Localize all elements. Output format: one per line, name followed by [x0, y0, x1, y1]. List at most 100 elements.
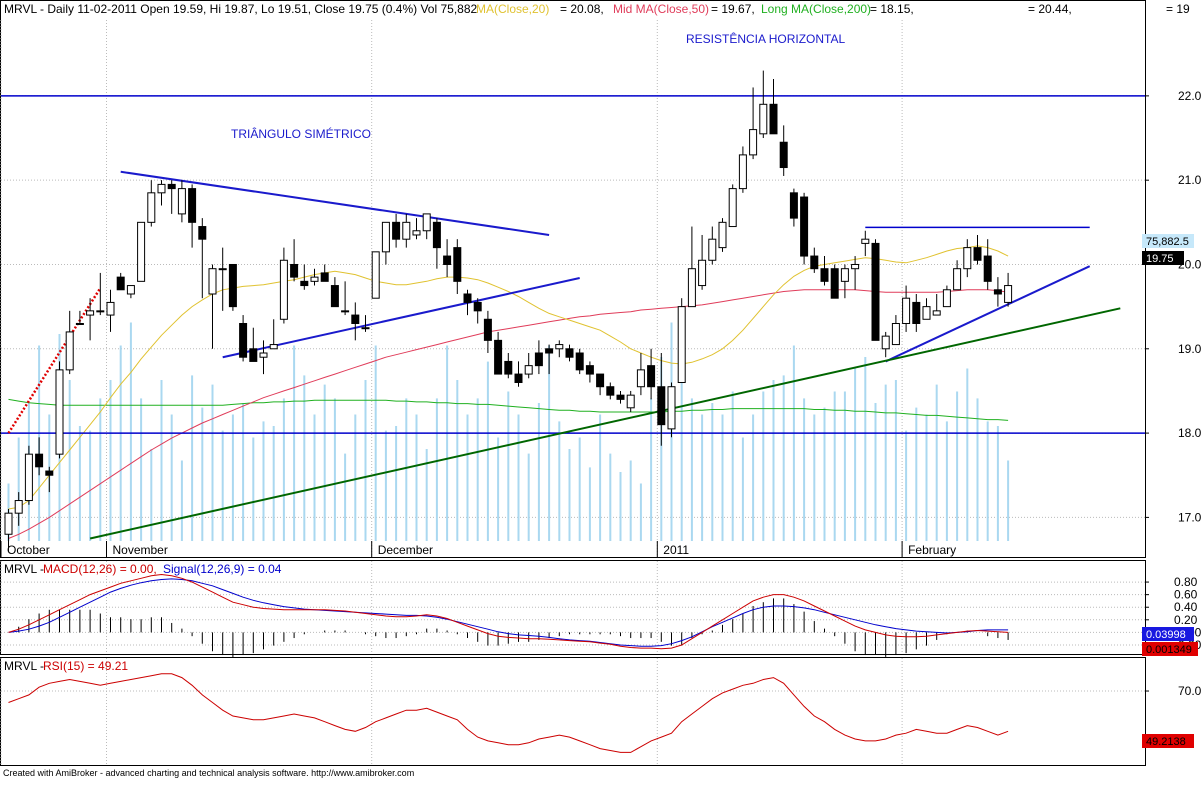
- macd-value-box: [1142, 642, 1198, 656]
- macd-panel-name: MRVL -: [4, 562, 44, 576]
- volume-bar: [772, 380, 775, 541]
- volume-bar: [905, 430, 908, 541]
- candle-up: [667, 386, 676, 430]
- volume-bar: [507, 391, 510, 541]
- volume-bar: [435, 398, 438, 541]
- price-tick-label: 17.0: [1178, 510, 1202, 524]
- candle-down: [443, 255, 452, 265]
- candle-down: [912, 301, 921, 324]
- volume-bar: [262, 421, 265, 541]
- signal-value-label: 0.03998: [1146, 629, 1186, 641]
- candle-up: [902, 297, 911, 324]
- volume-bar: [527, 453, 530, 541]
- horizontal-lines: [1, 95, 1145, 434]
- candle-up: [208, 268, 217, 295]
- volume-bar: [333, 398, 336, 541]
- candle-up: [698, 259, 707, 287]
- price-axis: 17.018.019.020.021.022.0: [1145, 89, 1202, 524]
- trend-line: [89, 307, 1121, 540]
- volume-bar: [945, 421, 948, 541]
- volume-bar: [517, 414, 520, 541]
- candle-up: [932, 310, 941, 316]
- candle-down: [494, 339, 503, 375]
- candle-up: [381, 221, 390, 253]
- candle-down: [504, 360, 513, 375]
- candle-up: [759, 103, 768, 135]
- header-ma-mid-label: Mid MA(Close,50): [613, 2, 709, 16]
- volume-bar: [486, 361, 489, 541]
- volume-bar: [588, 467, 591, 541]
- candle-down: [596, 373, 605, 388]
- candle-up: [942, 289, 951, 308]
- macd-tick-label: 0.80: [1174, 575, 1198, 589]
- candle-down: [300, 280, 309, 287]
- last-close-box: [1142, 251, 1184, 265]
- candle-up: [279, 259, 288, 320]
- volume-bar: [497, 437, 500, 541]
- header-ma-short-label: MA(Close,20): [476, 2, 549, 16]
- volume-bar: [537, 403, 540, 541]
- macd-grid: [0, 561, 1145, 654]
- header-corner-value: = 19: [1166, 2, 1190, 16]
- candle-down: [228, 263, 237, 308]
- macd-panel-signal-label: Signal(12,26,9) = 0.04: [163, 562, 282, 576]
- header-ma-mid-value: = 19.67,: [711, 2, 755, 16]
- candle-up: [524, 365, 533, 375]
- price-tick-label: 19.0: [1178, 342, 1202, 356]
- volume-bar: [415, 414, 418, 541]
- price-tick-label: 21.0: [1178, 173, 1202, 187]
- volume-bar: [1007, 460, 1010, 541]
- rsi-line: [8, 673, 1009, 753]
- footer-credit: Created with AmiBroker - advanced charti…: [3, 768, 415, 778]
- volume-bar: [782, 375, 785, 541]
- candle-up: [310, 276, 319, 282]
- volume-bar: [629, 460, 632, 541]
- candle-down: [779, 141, 788, 169]
- header-ma-long-value: = 18.15,: [870, 2, 914, 16]
- volume-bar: [140, 398, 143, 541]
- candle-up: [126, 285, 135, 295]
- volume-bar: [966, 368, 969, 541]
- candle-up: [687, 268, 696, 308]
- volume-bar: [180, 460, 183, 541]
- volume-bar: [660, 357, 663, 541]
- volume-bar: [925, 414, 928, 541]
- candle-up: [963, 247, 972, 270]
- rsi-value-box: [1142, 734, 1194, 748]
- candle-down: [463, 293, 472, 303]
- candle-up: [96, 310, 105, 313]
- volume-bar: [609, 453, 612, 541]
- candle-down: [647, 365, 656, 388]
- volume-bar: [160, 380, 163, 541]
- candle-up: [177, 188, 186, 215]
- volume-bar: [446, 345, 449, 541]
- candle-down: [392, 221, 401, 240]
- last-volume-box: [1142, 234, 1194, 248]
- candle-up: [412, 230, 421, 236]
- candle-up: [677, 306, 686, 384]
- volume-bar: [884, 384, 887, 541]
- candle-up: [953, 268, 962, 291]
- candlesticks: [4, 70, 1013, 552]
- candle-up: [749, 129, 758, 156]
- candle-up: [14, 500, 23, 514]
- candle-down: [769, 103, 778, 135]
- volume-bar: [282, 398, 285, 541]
- rsi-line: [8, 673, 1009, 753]
- volume-bar: [242, 403, 245, 541]
- trend-lines: [7, 170, 1121, 540]
- volume-bar: [78, 426, 81, 541]
- volume-bar: [843, 391, 846, 541]
- candle-down: [871, 242, 880, 341]
- volume-bar: [813, 414, 816, 541]
- price-tick-label: 22.0: [1178, 89, 1202, 103]
- candle-down: [545, 348, 554, 354]
- volume-bar: [129, 322, 132, 541]
- candle-down: [116, 276, 125, 291]
- volume-bar: [456, 380, 459, 541]
- candle-up: [708, 238, 717, 261]
- ma20-line: [8, 245, 1009, 510]
- date-axis: October November December 2011 February: [0, 541, 956, 557]
